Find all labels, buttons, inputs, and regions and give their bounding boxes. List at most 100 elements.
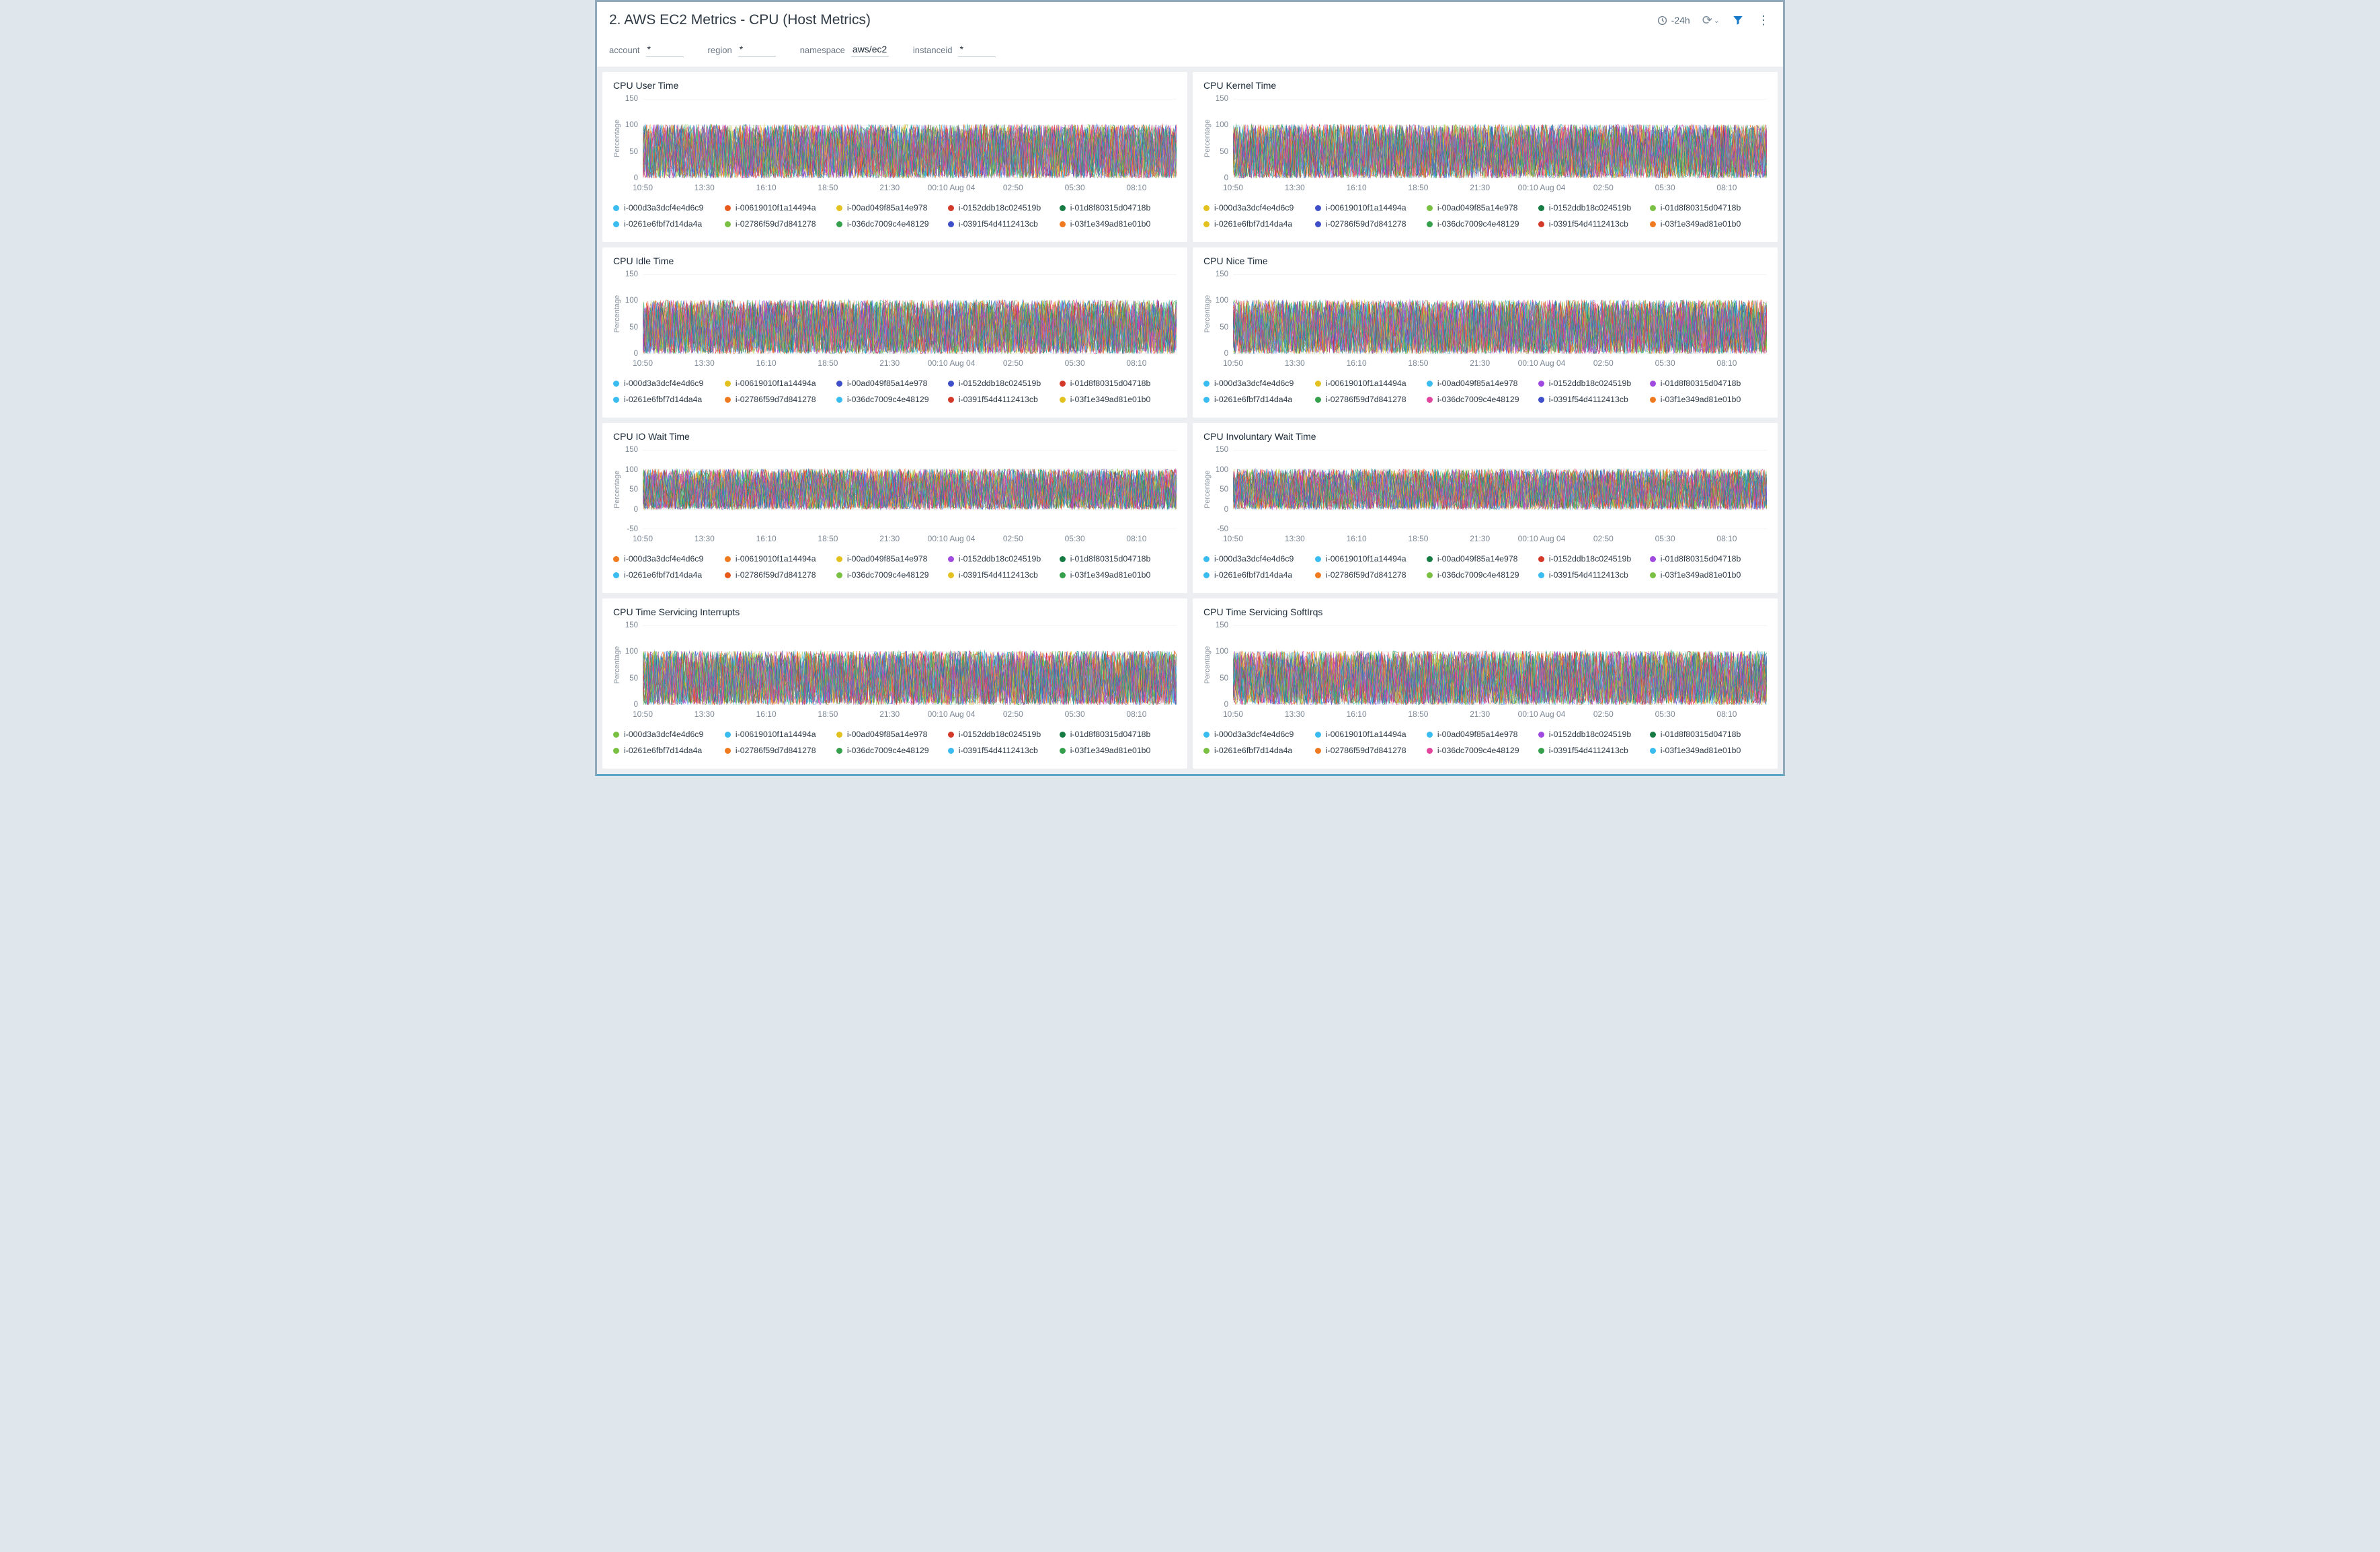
legend-item[interactable]: i-00ad049f85a14e978 [836,203,948,212]
legend-item[interactable]: i-036dc7009c4e48129 [1426,395,1538,404]
time-range-control[interactable]: -24h [1657,15,1690,26]
chart-canvas[interactable] [643,99,1177,178]
legend-item[interactable]: i-0152ddb18c024519b [947,554,1060,564]
legend-item[interactable]: i-03f1e349ad81e01b0 [1649,570,1761,580]
legend-item[interactable]: i-03f1e349ad81e01b0 [1059,746,1171,755]
x-tick-label: 16:10 [1346,183,1367,192]
legend-item[interactable]: i-00ad049f85a14e978 [1426,554,1538,564]
legend-series-label: i-0152ddb18c024519b [1548,379,1632,388]
legend-item[interactable]: i-01d8f80315d04718b [1059,203,1171,212]
chart-canvas[interactable] [1233,99,1767,178]
legend-item[interactable]: i-00619010f1a14494a [724,554,836,564]
legend-item[interactable]: i-0152ddb18c024519b [1538,379,1650,388]
legend-item[interactable]: i-0152ddb18c024519b [947,379,1060,388]
legend-item[interactable]: i-0152ddb18c024519b [1538,730,1650,739]
legend-item[interactable]: i-000d3a3dcf4e4d6c9 [1203,379,1315,388]
filter-instanceid-input[interactable]: * [958,44,996,57]
legend-item[interactable]: i-00ad049f85a14e978 [836,730,948,739]
legend-item[interactable]: i-00619010f1a14494a [724,203,836,212]
refresh-button[interactable]: ⟳ ⌄ [1702,14,1720,26]
legend-item[interactable]: i-02786f59d7d841278 [724,570,836,580]
legend-item[interactable]: i-000d3a3dcf4e4d6c9 [1203,730,1315,739]
legend-item[interactable]: i-02786f59d7d841278 [1314,570,1427,580]
legend-item[interactable]: i-01d8f80315d04718b [1649,554,1761,564]
legend-item[interactable]: i-036dc7009c4e48129 [836,219,948,229]
filter-account-input[interactable]: * [645,44,684,57]
chart-canvas[interactable] [643,274,1177,354]
legend-item[interactable]: i-036dc7009c4e48129 [836,746,948,755]
legend-item[interactable]: i-0152ddb18c024519b [1538,203,1650,212]
more-options-button[interactable]: ⋮ [1757,13,1770,27]
legend-item[interactable]: i-01d8f80315d04718b [1059,730,1171,739]
chart-canvas[interactable] [1233,450,1767,529]
legend-item[interactable]: i-000d3a3dcf4e4d6c9 [613,379,725,388]
legend-item[interactable]: i-0391f54d4112413cb [947,570,1060,580]
legend-item[interactable]: i-03f1e349ad81e01b0 [1059,219,1171,229]
legend-item[interactable]: i-000d3a3dcf4e4d6c9 [1203,554,1315,564]
legend-item[interactable]: i-00ad049f85a14e978 [836,379,948,388]
legend-item[interactable]: i-0391f54d4112413cb [947,395,1060,404]
legend-item[interactable]: i-00ad049f85a14e978 [836,554,948,564]
legend-item[interactable]: i-02786f59d7d841278 [1314,219,1427,229]
legend-item[interactable]: i-00ad049f85a14e978 [1426,203,1538,212]
filter-namespace-input[interactable]: aws/ec2 [850,44,889,57]
legend-item[interactable]: i-02786f59d7d841278 [724,219,836,229]
legend-item[interactable]: i-02786f59d7d841278 [1314,395,1427,404]
legend-item[interactable]: i-036dc7009c4e48129 [1426,746,1538,755]
chart-canvas[interactable] [643,625,1177,705]
legend-item[interactable]: i-0391f54d4112413cb [1538,219,1650,229]
legend-item[interactable]: i-03f1e349ad81e01b0 [1059,570,1171,580]
legend-item[interactable]: i-03f1e349ad81e01b0 [1059,395,1171,404]
legend-item[interactable]: i-000d3a3dcf4e4d6c9 [613,203,725,212]
chart-canvas[interactable] [643,450,1177,529]
legend-item[interactable]: i-0391f54d4112413cb [1538,570,1650,580]
legend-item[interactable]: i-00619010f1a14494a [1314,554,1427,564]
legend-item[interactable]: i-0261e6fbf7d14da4a [613,746,725,755]
x-tick-label: 18:50 [818,358,838,368]
legend-item[interactable]: i-00ad049f85a14e978 [1426,730,1538,739]
clock-icon [1657,15,1667,26]
legend-item[interactable]: i-000d3a3dcf4e4d6c9 [613,554,725,564]
legend-item[interactable]: i-00619010f1a14494a [1314,730,1427,739]
legend-item[interactable]: i-0261e6fbf7d14da4a [1203,570,1315,580]
chart-canvas[interactable] [1233,274,1767,354]
legend-item[interactable]: i-0152ddb18c024519b [1538,554,1650,564]
legend-item[interactable]: i-03f1e349ad81e01b0 [1649,395,1761,404]
legend-item[interactable]: i-0391f54d4112413cb [947,219,1060,229]
legend-item[interactable]: i-0261e6fbf7d14da4a [1203,219,1315,229]
legend-item[interactable]: i-01d8f80315d04718b [1649,379,1761,388]
legend-item[interactable]: i-00619010f1a14494a [724,379,836,388]
legend-item[interactable]: i-00619010f1a14494a [724,730,836,739]
legend-item[interactable]: i-01d8f80315d04718b [1059,379,1171,388]
legend-item[interactable]: i-0261e6fbf7d14da4a [613,395,725,404]
legend-item[interactable]: i-036dc7009c4e48129 [836,570,948,580]
legend-item[interactable]: i-00619010f1a14494a [1314,203,1427,212]
legend-item[interactable]: i-00619010f1a14494a [1314,379,1427,388]
chart-canvas[interactable] [1233,625,1767,705]
legend-item[interactable]: i-0261e6fbf7d14da4a [1203,746,1315,755]
legend-item[interactable]: i-036dc7009c4e48129 [1426,570,1538,580]
legend-item[interactable]: i-036dc7009c4e48129 [1426,219,1538,229]
filter-region-input[interactable]: * [738,44,776,57]
legend-item[interactable]: i-01d8f80315d04718b [1059,554,1171,564]
legend-item[interactable]: i-02786f59d7d841278 [1314,746,1427,755]
legend-item[interactable]: i-01d8f80315d04718b [1649,203,1761,212]
filter-button[interactable] [1732,14,1744,26]
legend-item[interactable]: i-0152ddb18c024519b [947,203,1060,212]
legend-item[interactable]: i-000d3a3dcf4e4d6c9 [613,730,725,739]
legend-item[interactable]: i-01d8f80315d04718b [1649,730,1761,739]
legend-item[interactable]: i-000d3a3dcf4e4d6c9 [1203,203,1315,212]
legend-item[interactable]: i-02786f59d7d841278 [724,746,836,755]
legend-item[interactable]: i-0261e6fbf7d14da4a [1203,395,1315,404]
legend-item[interactable]: i-0261e6fbf7d14da4a [613,219,725,229]
legend-item[interactable]: i-03f1e349ad81e01b0 [1649,746,1761,755]
legend-item[interactable]: i-02786f59d7d841278 [724,395,836,404]
legend-item[interactable]: i-036dc7009c4e48129 [836,395,948,404]
legend-item[interactable]: i-0391f54d4112413cb [1538,395,1650,404]
legend-item[interactable]: i-0391f54d4112413cb [947,746,1060,755]
legend-item[interactable]: i-0261e6fbf7d14da4a [613,570,725,580]
legend-item[interactable]: i-0152ddb18c024519b [947,730,1060,739]
legend-item[interactable]: i-03f1e349ad81e01b0 [1649,219,1761,229]
legend-item[interactable]: i-0391f54d4112413cb [1538,746,1650,755]
legend-item[interactable]: i-00ad049f85a14e978 [1426,379,1538,388]
